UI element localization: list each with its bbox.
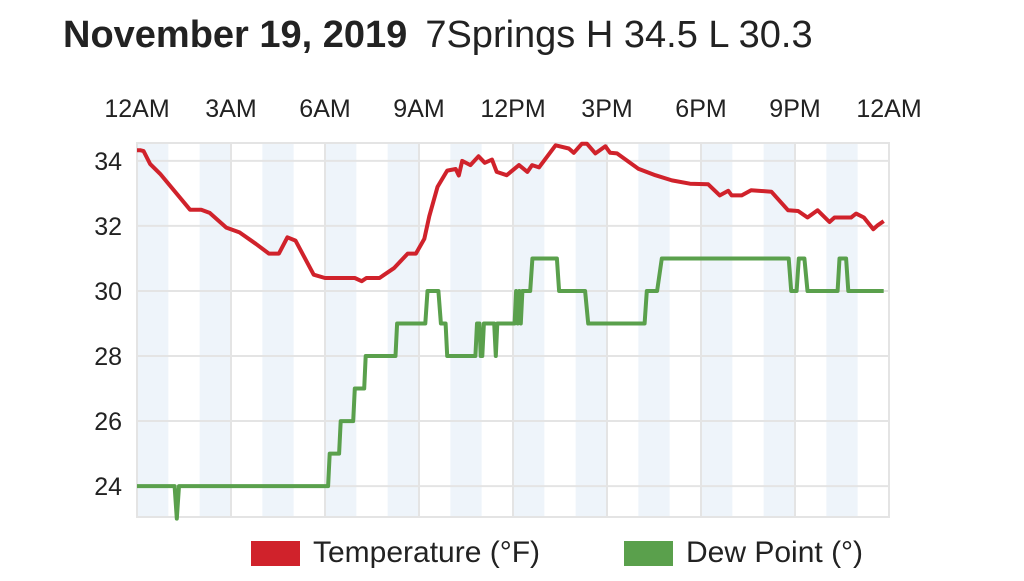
x-axis-ticks: 12AM 3AM 6AM 9AM 12PM 3PM 6PM 9PM 12AM: [104, 95, 921, 123]
temperature-line: [137, 141, 885, 284]
x-tick-label: 12PM: [480, 95, 545, 123]
y-tick-label: 32: [94, 213, 122, 241]
hour-stripe: [513, 143, 545, 517]
y-tick-label: 30: [94, 278, 122, 306]
grid-lines: [136, 142, 890, 518]
hour-stripe: [199, 143, 231, 517]
title-date: November 19, 2019: [63, 14, 408, 56]
x-tick-label: 9PM: [769, 95, 820, 123]
hour-stripe: [387, 143, 419, 517]
hour-stripe: [575, 143, 607, 517]
y-axis-ticks: 24 26 28 30 32 34: [94, 148, 122, 501]
y-tick-label: 24: [94, 473, 122, 501]
x-tick-label: 3AM: [205, 95, 256, 123]
x-tick-label: 12AM: [856, 95, 921, 123]
legend-label-temperature: Temperature (°F): [313, 536, 541, 569]
x-tick-label: 9AM: [393, 95, 444, 123]
legend-label-dew-point: Dew Point (°): [686, 536, 864, 569]
hour-stripe: [262, 143, 294, 517]
hour-stripe: [638, 143, 670, 517]
x-tick-label: 3PM: [581, 95, 632, 123]
hour-stripes: [137, 143, 858, 517]
hour-stripe: [701, 143, 733, 517]
legend-dew-point[interactable]: Dew Point (°): [624, 536, 863, 570]
x-tick-label: 6PM: [675, 95, 726, 123]
x-tick-label: 12AM: [104, 95, 169, 123]
hour-stripe: [826, 143, 858, 517]
y-tick-label: 34: [94, 148, 122, 176]
y-tick-label: 28: [94, 343, 122, 371]
dew-point-line: [137, 256, 884, 521]
y-tick-label: 26: [94, 408, 122, 436]
series-lines: [137, 141, 885, 521]
x-tick-label: 6AM: [299, 95, 350, 123]
hour-stripe: [137, 143, 169, 517]
chart-title: November 19, 2019 7Springs H 34.5 L 30.3: [63, 14, 813, 57]
hour-stripe: [763, 143, 795, 517]
legend-swatch-temperature: [251, 540, 300, 566]
title-summary: 7Springs H 34.5 L 30.3: [425, 14, 813, 56]
legend-swatch-dew-point: [624, 540, 673, 566]
legend-temperature[interactable]: Temperature (°F): [251, 536, 540, 570]
